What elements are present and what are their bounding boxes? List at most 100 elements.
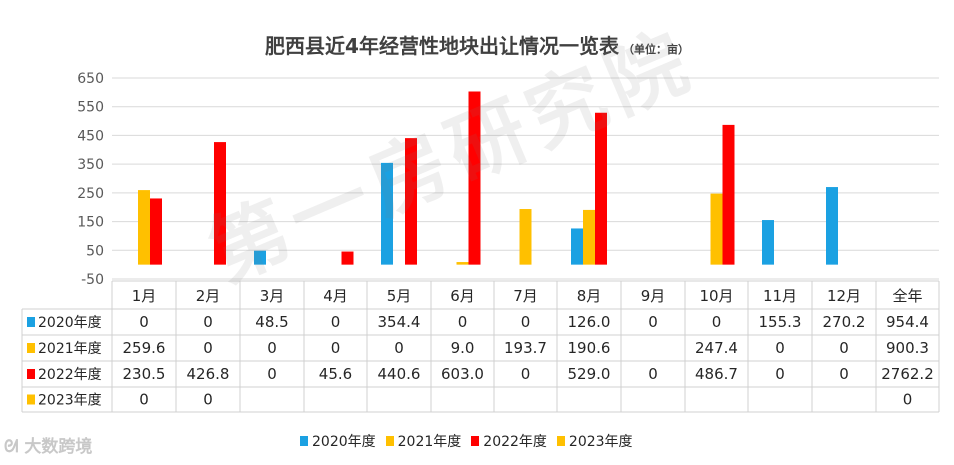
bar-2020年度-3月 <box>254 250 266 265</box>
table-cell: 48.5 <box>255 313 288 331</box>
series-swatch <box>27 369 35 379</box>
table-cell: 9.0 <box>451 339 475 357</box>
legend-label: 2023年度 <box>568 434 633 450</box>
legend: 2020年度 2021年度 2022年度 2023年度 <box>300 431 633 451</box>
table-cell: 0 <box>331 339 341 357</box>
table-cell: 0 <box>903 391 913 409</box>
legend-label: 2020年度 <box>312 434 376 450</box>
legend-item: 2023年度 <box>556 431 633 451</box>
table-row-label: 2021年度 <box>38 341 102 357</box>
table-header-cell: 12月 <box>827 287 861 305</box>
table-cell: 0 <box>648 365 658 383</box>
table-cell: 0 <box>775 339 785 357</box>
table-header-cell: 1月 <box>132 287 157 305</box>
series-swatch <box>27 343 35 353</box>
table-cell: 230.5 <box>123 365 166 383</box>
chart-title: 肥西县近4年经营性地块出让情况一览表 （单位：亩） <box>265 34 689 58</box>
table-cell: 0 <box>775 365 785 383</box>
bar-2022年度-1月 <box>150 198 162 265</box>
bar-2020年度-8月 <box>571 228 583 265</box>
table-header-cell: 2月 <box>196 287 221 305</box>
table-cell: 0 <box>839 365 849 383</box>
table-cell: 0 <box>267 365 277 383</box>
table-header-cell: 6月 <box>450 287 475 305</box>
bar-2021年度-8月 <box>583 209 595 265</box>
bar-2022年度-5月 <box>405 138 417 265</box>
table-header-cell: 7月 <box>513 287 538 305</box>
bar-2021年度-1月 <box>138 190 150 265</box>
table-cell: 0 <box>458 313 468 331</box>
y-tick-label: 50 <box>86 243 104 259</box>
table-cell: 0 <box>139 313 149 331</box>
table-cell: 440.6 <box>378 365 421 383</box>
table-header-cell: 10月 <box>699 287 733 305</box>
bar-2022年度-6月 <box>468 91 481 265</box>
y-tick-label: 150 <box>77 215 104 231</box>
bar-2020年度-5月 <box>381 162 393 265</box>
table-cell: 900.3 <box>886 339 929 357</box>
series-swatch <box>27 317 35 327</box>
legend-swatch <box>556 436 565 446</box>
y-tick-label: 650 <box>77 71 104 87</box>
table-cell: 426.8 <box>187 365 230 383</box>
table-cell: 0 <box>203 391 213 409</box>
y-tick-label: -50 <box>81 272 104 288</box>
legend-swatch <box>471 436 480 446</box>
y-tick-label: 550 <box>77 100 104 116</box>
table-cell: 259.6 <box>123 339 166 357</box>
table-header-cell: 3月 <box>260 287 285 305</box>
table-cell: 45.6 <box>319 365 352 383</box>
table-cell: 0 <box>839 339 849 357</box>
table-cell: 190.6 <box>568 339 611 357</box>
table-cell: 0 <box>394 339 404 357</box>
table-cell: 486.7 <box>695 365 738 383</box>
table-row-label: 2023年度 <box>38 393 102 409</box>
table-cell: 270.2 <box>823 313 866 331</box>
table-cell: 354.4 <box>378 313 421 331</box>
table-cell: 126.0 <box>568 313 611 331</box>
bar-2021年度-6月 <box>456 262 469 265</box>
table-cell: 954.4 <box>886 313 929 331</box>
y-tick-label: 350 <box>77 157 104 173</box>
table-header-cell: 5月 <box>387 287 412 305</box>
table-header-cell: 9月 <box>641 287 666 305</box>
unit-label: （单位：亩） <box>622 43 689 56</box>
legend-item: 2021年度 <box>385 431 462 451</box>
bar-2022年度-2月 <box>214 142 226 265</box>
table-cell: 0 <box>521 365 531 383</box>
table-cell: 0 <box>648 313 658 331</box>
table-cell: 0 <box>712 313 722 331</box>
table-cell: 603.0 <box>441 365 484 383</box>
bar-2022年度-10月 <box>722 124 735 265</box>
logo-icon: ᘛ <box>4 437 19 457</box>
legend-swatch <box>300 436 308 446</box>
table-header-cell: 8月 <box>577 287 602 305</box>
table-cell: 529.0 <box>568 365 611 383</box>
table-row-label: 2020年度 <box>38 315 102 331</box>
table-cell: 193.7 <box>504 339 547 357</box>
table-header-cell: 4月 <box>323 287 348 305</box>
series-swatch <box>27 394 35 405</box>
legend-item: 2020年度 <box>300 431 376 451</box>
table-cell: 0 <box>331 313 341 331</box>
table-header-cell: 11月 <box>763 287 797 305</box>
table-cell: 247.4 <box>695 339 738 357</box>
legend-swatch <box>385 436 394 446</box>
table-cell: 155.3 <box>759 313 802 331</box>
table-cell: 0 <box>203 313 213 331</box>
legend-item: 2022年度 <box>471 431 547 451</box>
bar-2021年度-7月 <box>519 209 532 265</box>
bar-2020年度-12月 <box>826 187 838 265</box>
legend-label: 2021年度 <box>397 434 462 450</box>
bar-2020年度-11月 <box>762 220 774 265</box>
y-tick-label: 450 <box>77 128 104 144</box>
bar-2021年度-10月 <box>710 193 723 265</box>
y-tick-label: 250 <box>77 186 104 202</box>
table-cell: 0 <box>267 339 277 357</box>
table-cell: 0 <box>203 339 213 357</box>
bar-2022年度-8月 <box>595 112 607 265</box>
logo: ᘛ 大数跨境 <box>4 437 93 457</box>
legend-label: 2022年度 <box>483 434 547 450</box>
bar-2022年度-4月 <box>341 251 354 265</box>
